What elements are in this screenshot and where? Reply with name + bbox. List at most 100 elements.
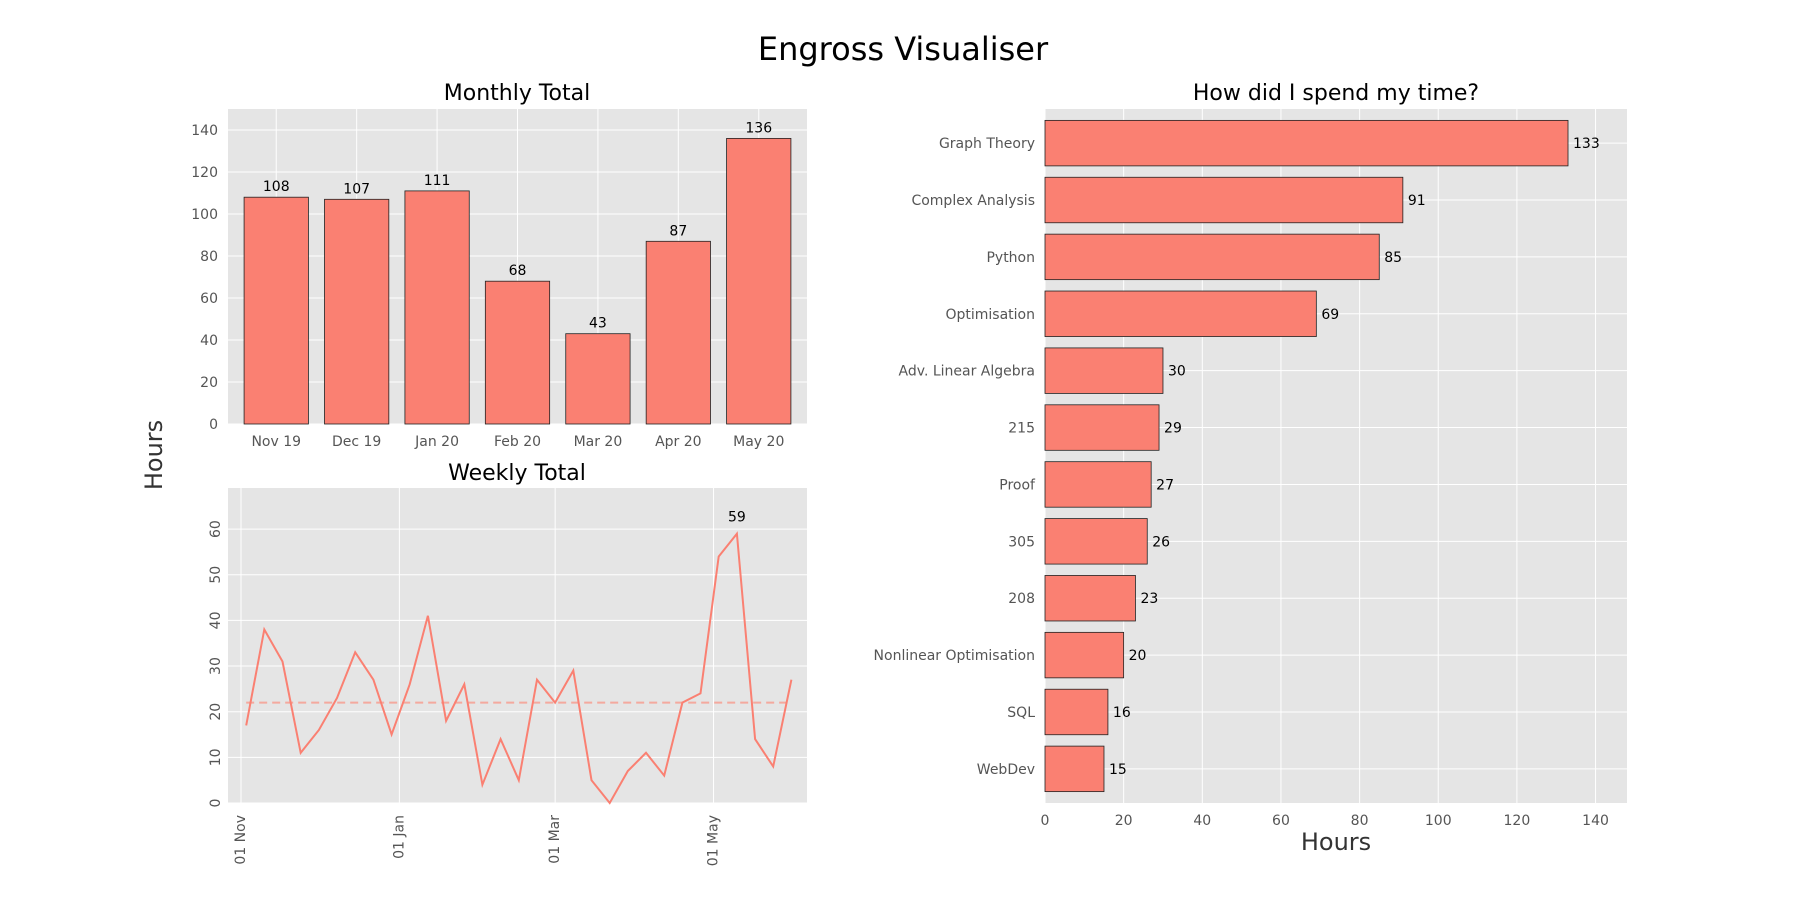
weekly-y-tick: 60 xyxy=(208,520,224,538)
subjects-x-tick: 80 xyxy=(1351,813,1369,829)
subjects-x-tick: 140 xyxy=(1582,813,1609,829)
weekly-title: Weekly Total xyxy=(448,461,586,486)
monthly-y-tick: 60 xyxy=(200,291,218,307)
monthly-total-chart: 108 107 111 68 43 87 136 0 20 40 60 80 100 120 140 Nov… xyxy=(191,81,807,450)
monthly-data-label: 87 xyxy=(669,223,687,239)
weekly-x-tick: 01 May xyxy=(706,815,722,866)
weekly-data-labels: 59 xyxy=(728,510,746,526)
subjects-data-label: 29 xyxy=(1164,421,1182,437)
subjects-bar xyxy=(1044,290,1317,337)
subjects-title: How did I spend my time? xyxy=(1193,81,1479,106)
weekly-plot-background xyxy=(228,488,807,803)
subjects-y-tick: Complex Analysis xyxy=(911,193,1035,209)
monthly-data-label: 68 xyxy=(509,263,527,279)
subjects-data-label: 69 xyxy=(1321,307,1339,323)
weekly-series-line xyxy=(245,531,793,805)
subjects-bar xyxy=(1044,631,1125,679)
subjects-data-label: 26 xyxy=(1152,534,1170,550)
subject-hours-chart: 133 91 85 69 30 29 27 26 23 20 16 15 0 20 40 60 80 100 12… xyxy=(874,81,1627,856)
monthly-bar xyxy=(565,333,631,425)
monthly-y-tick: 0 xyxy=(209,417,218,433)
subjects-x-tick: 20 xyxy=(1115,813,1133,829)
subjects-bar xyxy=(1044,176,1404,224)
monthly-x-tick: Apr 20 xyxy=(655,434,701,450)
weekly-line xyxy=(245,531,793,805)
monthly-data-label: 107 xyxy=(343,181,370,197)
monthly-y-tick: 20 xyxy=(200,375,218,391)
subjects-bar xyxy=(1044,518,1148,565)
monthly-bar xyxy=(645,240,711,425)
subjects-y-tick: Python xyxy=(986,250,1035,266)
monthly-bar xyxy=(726,137,792,425)
monthly-bar xyxy=(404,190,470,425)
weekly-y-tick: 20 xyxy=(208,703,224,721)
subjects-grid xyxy=(1044,109,1627,803)
subjects-y-tick: 208 xyxy=(1008,591,1035,607)
monthly-x-tick: Feb 20 xyxy=(494,434,541,450)
weekly-total-chart: 59 0 10 20 30 40 50 60 01 Nov 01 Jan 01 Mar 01 May… xyxy=(208,461,807,866)
monthly-x-tick: Mar 20 xyxy=(574,434,623,450)
monthly-y-tick: 140 xyxy=(191,123,218,139)
subjects-bar xyxy=(1044,461,1152,508)
weekly-grid xyxy=(228,488,807,804)
subjects-x-tick: 100 xyxy=(1425,813,1452,829)
figure-title: Engross Visualiser xyxy=(758,30,1049,68)
monthly-data-label: 111 xyxy=(424,173,451,189)
monthly-x-tick: May 20 xyxy=(733,434,784,450)
weekly-peak-label: 59 xyxy=(728,510,746,526)
subjects-data-label: 85 xyxy=(1384,250,1402,266)
weekly-y-tick: 30 xyxy=(208,657,224,675)
weekly-ticks: 0 10 20 30 40 50 60 01 Nov 01 Jan 01 Mar 01 May xyxy=(208,520,722,866)
subjects-y-tick: Adv. Linear Algebra xyxy=(899,364,1035,380)
subjects-bar xyxy=(1044,404,1160,451)
subjects-data-label: 15 xyxy=(1109,762,1127,778)
subjects-x-tick: 120 xyxy=(1504,813,1531,829)
subjects-x-axis-label: Hours xyxy=(1301,828,1371,856)
subjects-bars xyxy=(1044,119,1569,793)
weekly-x-tick: 01 Nov xyxy=(233,815,249,865)
subjects-y-tick: 215 xyxy=(1008,421,1035,437)
subjects-ticks: 0 20 40 60 80 100 120 140 Graph Theory Complex An… xyxy=(874,136,1609,829)
subjects-data-label: 23 xyxy=(1140,591,1158,607)
weekly-x-tick: 01 Jan xyxy=(391,815,407,859)
subjects-bar xyxy=(1044,233,1380,281)
subjects-y-tick: Optimisation xyxy=(945,307,1035,323)
weekly-x-tick: 01 Mar xyxy=(547,815,563,864)
subjects-y-tick: SQL xyxy=(1007,705,1035,721)
subjects-data-label: 16 xyxy=(1113,705,1131,721)
subjects-data-label: 91 xyxy=(1408,193,1426,209)
subjects-bar xyxy=(1044,745,1105,793)
monthly-bar xyxy=(484,280,551,425)
subjects-x-tick: 60 xyxy=(1272,813,1290,829)
monthly-x-tick: Dec 19 xyxy=(332,434,381,450)
monthly-ticks: 0 20 40 60 80 100 120 140 Nov 19 Dec 19 Jan 20 Feb … xyxy=(191,123,784,450)
subjects-y-tick: WebDev xyxy=(977,762,1035,778)
monthly-data-label: 136 xyxy=(745,120,772,136)
monthly-bars xyxy=(243,137,792,425)
subjects-x-tick: 0 xyxy=(1041,813,1050,829)
subjects-data-label: 20 xyxy=(1129,648,1147,664)
monthly-y-tick: 120 xyxy=(191,165,218,181)
monthly-bar xyxy=(324,198,390,425)
subjects-bar xyxy=(1044,347,1164,394)
monthly-bar xyxy=(243,196,309,425)
subjects-y-tick: Proof xyxy=(999,477,1036,493)
weekly-y-tick: 50 xyxy=(208,566,224,584)
subjects-bar xyxy=(1044,119,1569,167)
subjects-data-label: 133 xyxy=(1573,136,1600,152)
monthly-data-label: 108 xyxy=(263,179,290,195)
monthly-data-labels: 108 107 111 68 43 87 136 xyxy=(263,120,772,331)
subjects-plot-background xyxy=(1045,109,1627,803)
subjects-y-tick: Nonlinear Optimisation xyxy=(874,648,1035,664)
weekly-y-tick: 0 xyxy=(208,799,224,808)
subjects-bar xyxy=(1044,688,1109,736)
shared-y-axis-label: Hours xyxy=(140,420,168,490)
monthly-x-tick: Nov 19 xyxy=(251,434,301,450)
monthly-y-tick: 100 xyxy=(191,207,218,223)
subjects-x-tick: 40 xyxy=(1193,813,1211,829)
subjects-data-labels: 133 91 85 69 30 29 27 26 23 20 16 15 xyxy=(1109,136,1600,778)
subjects-y-tick: Graph Theory xyxy=(939,136,1035,152)
subjects-y-tick: 305 xyxy=(1008,534,1035,550)
monthly-y-tick: 80 xyxy=(200,249,218,265)
